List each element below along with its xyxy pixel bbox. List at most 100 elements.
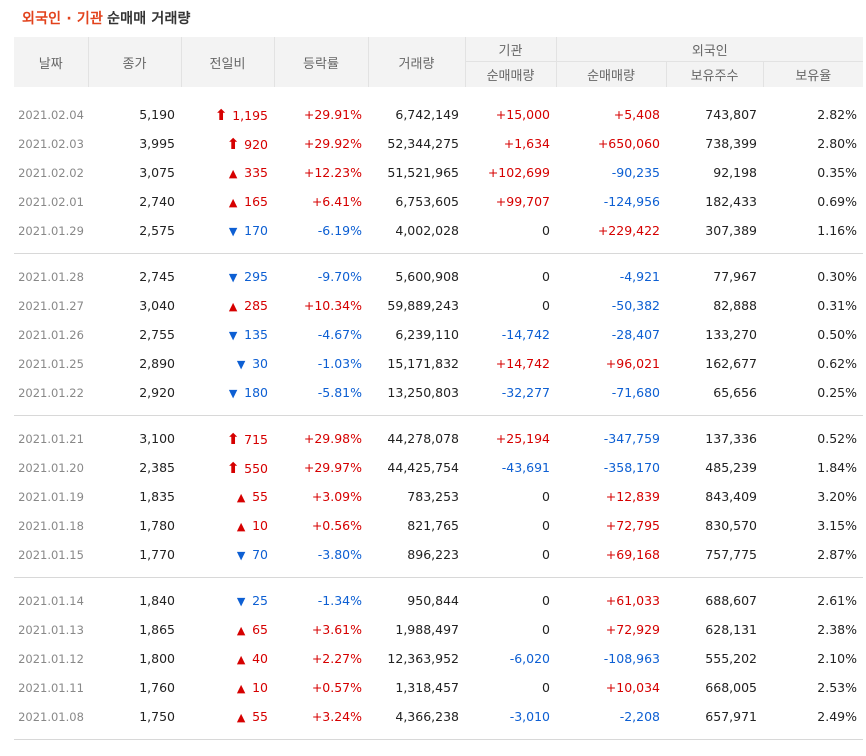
cell-foreign-net: +61,033 <box>605 593 660 608</box>
cell-volume: 15,171,832 <box>387 356 459 371</box>
table-row: 2021.01.20 2,385 ⬆ 550 +29.97% 44,425,754 -43,… <box>14 453 863 482</box>
cell-rate: +29.98% <box>303 431 362 446</box>
cell-holdings: 133,270 <box>705 327 757 342</box>
up-triangle-icon: ▲ <box>236 653 246 666</box>
cell-close: 1,750 <box>139 709 175 724</box>
cell-change-value: 285 <box>244 298 268 313</box>
cell-inst-net: +25,194 <box>495 431 550 446</box>
header-change: 전일비 <box>180 37 274 87</box>
table-row: 2021.02.04 5,190 ⬆ 1,195 +29.91% 6,742,149 +15… <box>14 100 863 129</box>
cell-inst-net: 0 <box>542 223 550 238</box>
upper-limit-arrow-icon: ⬆ <box>226 429 240 448</box>
up-triangle-icon: ▲ <box>236 711 246 724</box>
cell-rate: -6.19% <box>317 223 362 238</box>
cell-volume: 950,844 <box>407 593 459 608</box>
cell-change: ⬆ 1,195 <box>181 100 274 129</box>
down-triangle-icon: ▼ <box>236 595 246 608</box>
cell-change-value: 165 <box>244 194 268 209</box>
cell-close: 2,575 <box>139 223 175 238</box>
down-triangle-icon: ▼ <box>228 329 238 342</box>
cell-date: 2021.01.14 <box>18 593 84 608</box>
cell-foreign-net: +96,021 <box>605 356 660 371</box>
cell-volume: 13,250,803 <box>387 385 459 400</box>
cell-holding-ratio: 0.35% <box>817 165 858 180</box>
cell-inst-net: 0 <box>542 547 550 562</box>
cell-close: 2,740 <box>139 194 175 209</box>
cell-foreign-net: -358,170 <box>603 460 660 475</box>
cell-holding-ratio: 0.31% <box>817 298 858 313</box>
cell-date: 2021.01.22 <box>18 385 84 400</box>
cell-date: 2021.01.19 <box>18 489 84 504</box>
cell-foreign-net: +69,168 <box>605 547 660 562</box>
cell-holdings: 65,656 <box>713 385 757 400</box>
down-triangle-icon: ▼ <box>228 271 238 284</box>
up-triangle-icon: ▲ <box>228 167 238 180</box>
cell-close: 1,835 <box>139 489 175 504</box>
page-title: 외국인 · 기관 순매매 거래량 <box>22 9 191 29</box>
cell-holdings: 182,433 <box>705 194 757 209</box>
cell-inst-net: 0 <box>542 593 550 608</box>
cell-volume: 896,223 <box>407 547 459 562</box>
cell-holdings: 82,888 <box>713 298 757 313</box>
cell-foreign-net: -90,235 <box>611 165 660 180</box>
upper-limit-arrow-icon: ⬆ <box>214 105 228 124</box>
header-holding-ratio: 보유율 <box>762 61 864 87</box>
cell-foreign-net: +5,408 <box>613 107 660 122</box>
cell-volume: 821,765 <box>407 518 459 533</box>
cell-change: ▲ 55 <box>181 702 274 731</box>
cell-rate: -1.34% <box>317 593 362 608</box>
up-triangle-icon: ▲ <box>228 300 238 313</box>
cell-holdings: 743,807 <box>705 107 757 122</box>
cell-change: ⬆ 550 <box>181 453 274 482</box>
cell-close: 1,760 <box>139 680 175 695</box>
table-row: 2021.01.29 2,575 ▼ 170 -6.19% 4,002,028 0 +229,… <box>14 216 863 245</box>
cell-foreign-net: -4,921 <box>619 269 660 284</box>
cell-volume: 44,425,754 <box>387 460 459 475</box>
cell-close: 3,995 <box>139 136 175 151</box>
cell-volume: 6,753,605 <box>395 194 459 209</box>
cell-change-value: 30 <box>252 356 268 371</box>
cell-holdings: 657,971 <box>705 709 757 724</box>
table-row: 2021.01.15 1,770 ▼ 70 -3.80% 896,223 0 +69,168 7… <box>14 540 863 569</box>
table-row: 2021.01.14 1,840 ▼ 25 -1.34% 950,844 0 +61,033 6… <box>14 586 863 615</box>
cell-change-value: 10 <box>252 518 268 533</box>
cell-date: 2021.01.29 <box>18 223 84 238</box>
cell-inst-net: 0 <box>542 269 550 284</box>
cell-close: 1,780 <box>139 518 175 533</box>
cell-rate: -5.81% <box>317 385 362 400</box>
cell-close: 2,920 <box>139 385 175 400</box>
up-triangle-icon: ▲ <box>236 682 246 695</box>
table-row: 2021.01.18 1,780 ▲ 10 +0.56% 821,765 0 +72,795 8… <box>14 511 863 540</box>
cell-foreign-net: -2,208 <box>619 709 660 724</box>
cell-foreign-net: +12,839 <box>605 489 660 504</box>
cell-inst-net: 0 <box>542 489 550 504</box>
cell-holding-ratio: 3.15% <box>817 518 858 533</box>
cell-holding-ratio: 0.62% <box>817 356 858 371</box>
cell-holding-ratio: 1.16% <box>817 223 858 238</box>
cell-holding-ratio: 2.38% <box>817 622 858 637</box>
cell-close: 3,075 <box>139 165 175 180</box>
cell-date: 2021.01.28 <box>18 269 84 284</box>
cell-holdings: 688,607 <box>705 593 757 608</box>
cell-holding-ratio: 2.80% <box>817 136 858 151</box>
cell-rate: -9.70% <box>317 269 362 284</box>
cell-rate: +29.92% <box>303 136 362 151</box>
cell-inst-net: +1,634 <box>503 136 550 151</box>
cell-holding-ratio: 0.50% <box>817 327 858 342</box>
cell-change: ⬆ 920 <box>181 129 274 158</box>
cell-close: 2,385 <box>139 460 175 475</box>
cell-holdings: 830,570 <box>705 518 757 533</box>
cell-inst-net: +14,742 <box>495 356 550 371</box>
header-holdings: 보유주수 <box>665 61 763 87</box>
cell-rate: +10.34% <box>303 298 362 313</box>
cell-change-value: 335 <box>244 165 268 180</box>
cell-change: ▲ 10 <box>181 511 274 540</box>
cell-close: 2,755 <box>139 327 175 342</box>
cell-date: 2021.01.18 <box>18 518 84 533</box>
cell-close: 1,800 <box>139 651 175 666</box>
cell-change-value: 10 <box>252 680 268 695</box>
cell-change-value: 135 <box>244 327 268 342</box>
cell-change-value: 55 <box>252 709 268 724</box>
cell-foreign-net: +72,929 <box>605 622 660 637</box>
cell-inst-net: -43,691 <box>501 460 550 475</box>
